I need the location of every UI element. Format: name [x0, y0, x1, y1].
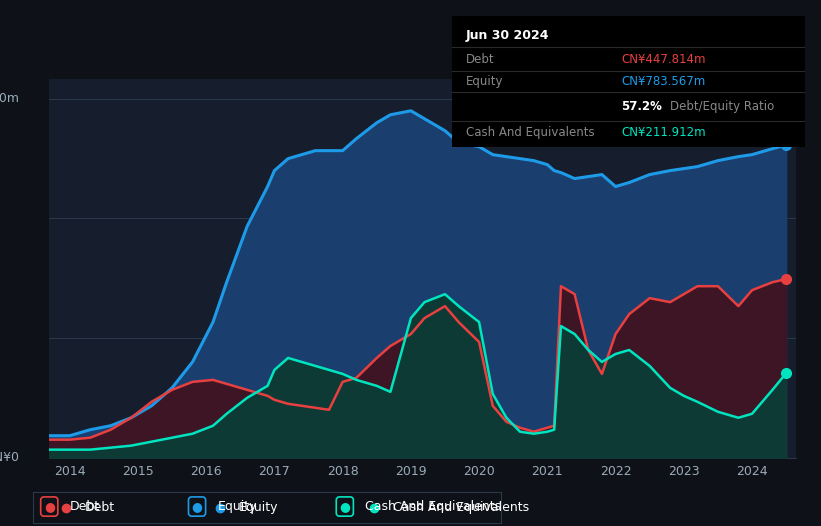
Text: Equity: Equity	[466, 75, 503, 88]
Text: ●: ●	[339, 500, 351, 513]
Text: CN¥211.912m: CN¥211.912m	[621, 126, 705, 139]
Text: CN¥0: CN¥0	[0, 451, 20, 464]
Text: ●: ●	[44, 500, 55, 513]
Text: CN¥447.814m: CN¥447.814m	[621, 53, 705, 66]
Text: Cash And Equivalents: Cash And Equivalents	[466, 126, 594, 139]
Text: Cash And Equivalents: Cash And Equivalents	[393, 501, 530, 514]
Text: Debt: Debt	[466, 53, 494, 66]
Text: Cash And Equivalents: Cash And Equivalents	[365, 500, 502, 513]
Text: Debt/Equity Ratio: Debt/Equity Ratio	[671, 100, 775, 113]
Text: ●: ●	[191, 500, 203, 513]
Text: CN¥783.567m: CN¥783.567m	[621, 75, 705, 88]
Text: Equity: Equity	[218, 500, 257, 513]
Text: Equity: Equity	[239, 501, 278, 514]
Text: CN¥900m: CN¥900m	[0, 93, 20, 105]
Text: 57.2%: 57.2%	[621, 100, 662, 113]
Text: Jun 30 2024: Jun 30 2024	[466, 29, 549, 42]
Text: Debt: Debt	[85, 501, 114, 514]
Text: Debt: Debt	[70, 500, 100, 513]
